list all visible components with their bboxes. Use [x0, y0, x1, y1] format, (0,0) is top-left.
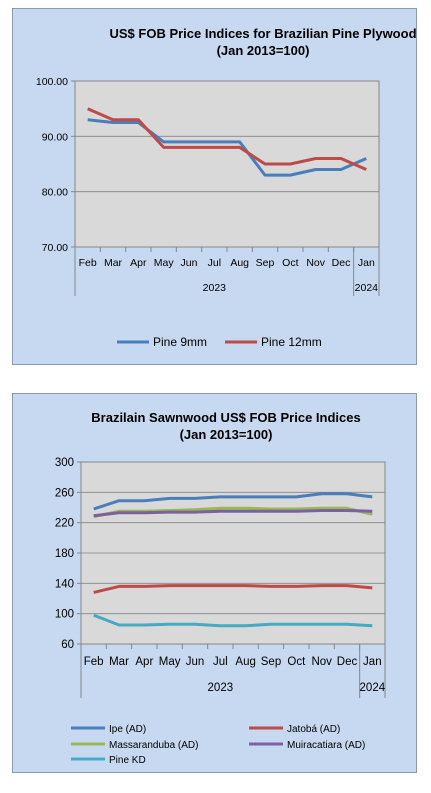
legend-label: Pine 12mm: [261, 335, 322, 349]
legend-label: Pine KD: [109, 755, 146, 766]
x-tick-label: Jan: [358, 257, 375, 269]
chart-title: US$ FOB Price Indices for Brazilian Pine…: [109, 26, 416, 41]
series-line-4: [93, 613, 373, 628]
year-label: 2024: [355, 282, 379, 294]
y-tick-label: 100.00: [36, 76, 68, 88]
sawnwood-chart-panel: Brazilain Sawnwood US$ FOB Price Indices…: [12, 393, 417, 773]
x-tick-label: Sep: [261, 656, 281, 668]
x-tick-label: May: [159, 656, 181, 668]
series-line-0: [93, 492, 373, 511]
x-tick-label: Jul: [208, 257, 221, 269]
y-tick-label: 220: [55, 518, 74, 530]
x-tick-label: Jun: [186, 656, 205, 668]
y-tick-label: 70.00: [42, 242, 68, 254]
x-tick-label: Aug: [230, 257, 249, 269]
plywood-chart: US$ FOB Price Indices for Brazilian Pine…: [36, 26, 417, 349]
y-tick-label: 260: [55, 487, 74, 499]
y-tick-label: 80.00: [42, 187, 68, 199]
year-label: 2023: [208, 682, 234, 694]
y-tick-label: 300: [55, 457, 74, 469]
series-line-1: [87, 107, 367, 171]
x-tick-label: Apr: [130, 257, 147, 269]
plot-area: [74, 80, 380, 248]
y-tick-label: 140: [55, 578, 74, 590]
x-tick-label: Feb: [79, 257, 97, 269]
x-tick-label: Oct: [287, 656, 306, 668]
x-tick-label: Dec: [337, 656, 358, 668]
legend-label: Ipe (AD): [109, 724, 146, 735]
year-label: 2023: [203, 282, 227, 294]
plywood-chart-panel: US$ FOB Price Indices for Brazilian Pine…: [12, 8, 417, 365]
x-tick-label: Dec: [332, 257, 351, 269]
x-tick-label: Jan: [363, 656, 382, 668]
x-tick-label: Jun: [181, 257, 198, 269]
y-tick-label: 100: [55, 609, 74, 621]
x-tick-label: Nov: [306, 257, 325, 269]
x-tick-label: Oct: [282, 257, 298, 269]
y-tick-label: 60: [61, 639, 74, 651]
y-tick-label: 90.00: [42, 131, 68, 143]
x-tick-label: Aug: [235, 656, 255, 668]
legend-label: Massaranduba (AD): [109, 740, 198, 751]
chart-title: Brazilain Sawnwood US$ FOB Price Indices: [91, 410, 360, 425]
sawnwood-chart: Brazilain Sawnwood US$ FOB Price Indices…: [55, 410, 386, 766]
chart-subtitle: (Jan 2013=100): [180, 427, 273, 442]
legend-label: Jatobá (AD): [287, 724, 340, 735]
x-tick-label: Sep: [256, 257, 275, 269]
x-tick-label: Apr: [135, 656, 153, 668]
series-line-2: [93, 506, 373, 519]
x-tick-label: Nov: [311, 656, 332, 668]
x-tick-label: Mar: [104, 257, 123, 269]
x-tick-label: Mar: [109, 656, 129, 668]
legend-label: Muiracatiara (AD): [287, 740, 365, 751]
chart-subtitle: (Jan 2013=100): [217, 43, 310, 58]
series-line-1: [93, 584, 373, 594]
legend-label: Pine 9mm: [153, 335, 207, 349]
y-tick-label: 180: [55, 548, 74, 560]
year-label: 2024: [360, 682, 386, 694]
series-line-3: [93, 509, 373, 518]
x-tick-label: May: [154, 257, 175, 269]
x-tick-label: Feb: [84, 656, 104, 668]
x-tick-label: Jul: [213, 656, 228, 668]
series-line-0: [87, 118, 367, 177]
